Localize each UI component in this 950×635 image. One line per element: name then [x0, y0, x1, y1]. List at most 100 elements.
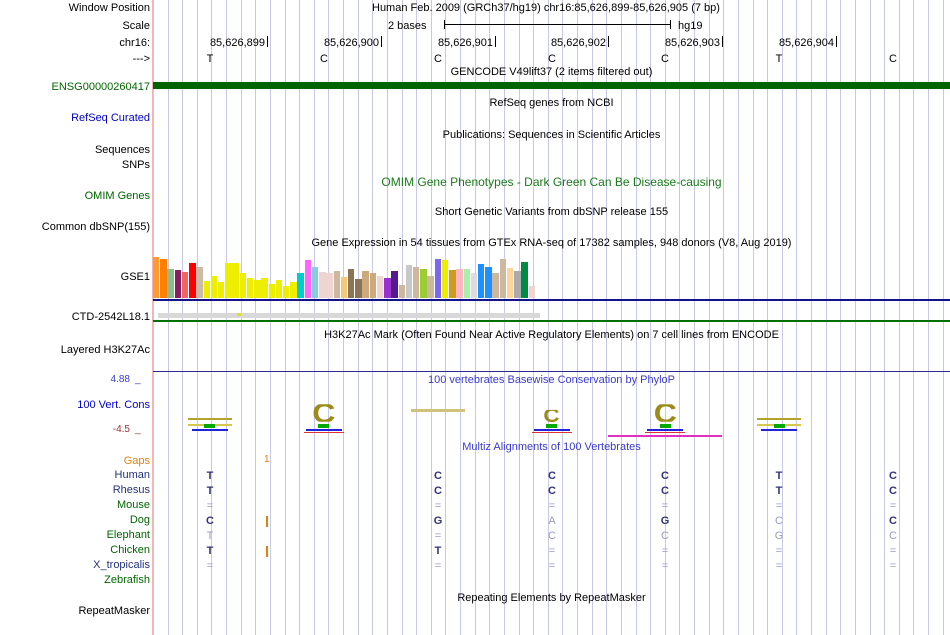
label-column-separator — [152, 0, 153, 635]
gtex-tissue-bar[interactable] — [153, 257, 160, 298]
gtex-tissue-bar[interactable] — [369, 273, 377, 298]
conservation-label[interactable]: 100 Vert. Cons — [77, 399, 150, 411]
gtex-tissue-bar[interactable] — [311, 267, 319, 298]
gtex-tissue-bar[interactable] — [528, 285, 535, 298]
multiz-species-row[interactable]: = = = = = = — [0, 559, 896, 574]
ctd-transcript-bar[interactable] — [153, 320, 950, 322]
gtex-tissue-bar[interactable] — [218, 281, 225, 298]
gtex-tissue-bar[interactable] — [239, 273, 247, 298]
gtex-tissue-bar[interactable] — [340, 276, 348, 298]
gtex-tissue-bar[interactable] — [456, 269, 463, 298]
gtex-tissue-bar[interactable] — [210, 275, 218, 298]
omim-label[interactable]: OMIM Genes — [84, 190, 150, 202]
gtex-tissue-bar[interactable] — [333, 271, 340, 298]
multiz-species-label[interactable]: Chicken — [110, 544, 150, 556]
gtex-tissue-bar[interactable] — [319, 272, 326, 298]
gtex-tissue-bar[interactable] — [246, 277, 254, 298]
sequences-label[interactable]: Sequences — [94, 144, 150, 156]
gtex-tissue-bar[interactable] — [384, 277, 391, 298]
gtex-tissue-bar[interactable] — [174, 270, 182, 298]
gtex-tissue-bar[interactable] — [514, 271, 521, 298]
gtex-tissue-bar[interactable] — [492, 273, 499, 298]
gtex-tissue-bar[interactable] — [521, 262, 528, 298]
conservation-logo-stack — [531, 432, 572, 433]
gtex-label[interactable]: GSE1 — [120, 271, 150, 283]
gtex-tissue-bar[interactable] — [449, 270, 456, 298]
gtex-tissue-bar[interactable] — [196, 267, 203, 298]
multiz-base: = — [548, 500, 556, 512]
gencode-title: GENCODE V49lift37 (2 items filtered out) — [450, 66, 653, 78]
gtex-tissue-bar[interactable] — [160, 259, 167, 298]
grid-line — [548, 0, 549, 635]
conservation-logo-stack — [303, 432, 344, 433]
gtex-tissue-bar[interactable] — [478, 264, 485, 298]
gtex-tissue-bar[interactable] — [268, 283, 275, 298]
dbsnp-label[interactable]: Common dbSNP(155) — [41, 221, 150, 233]
gtex-tissue-bar[interactable] — [297, 273, 304, 298]
gtex-tissue-bar[interactable] — [391, 271, 398, 298]
multiz-species-row[interactable]: = = = = = = — [0, 499, 896, 514]
gencode-label[interactable]: ENSG00000260417 — [51, 81, 150, 93]
ctd-label[interactable]: CTD-2542L18.1 — [71, 311, 150, 323]
gtex-tissue-bar[interactable] — [506, 268, 514, 298]
gtex-expression-barchart[interactable] — [153, 252, 543, 298]
multiz-base: = — [434, 560, 442, 572]
snps-label[interactable]: SNPs — [121, 159, 150, 171]
gaps-label[interactable]: Gaps — [123, 455, 150, 467]
refseq-label[interactable]: RefSeq Curated — [71, 112, 150, 124]
gtex-tissue-bar[interactable] — [427, 275, 434, 298]
gtex-tissue-bar[interactable] — [189, 263, 196, 298]
gtex-tissue-bar[interactable] — [398, 284, 405, 298]
gtex-tissue-bar[interactable] — [348, 269, 355, 298]
gtex-tissue-bar[interactable] — [304, 260, 312, 298]
reference-base: C — [434, 53, 442, 65]
gtex-tissue-bar[interactable] — [203, 280, 210, 298]
conservation-logo-stack — [773, 424, 785, 428]
gencode-gene-bar[interactable] — [153, 82, 950, 89]
conservation-logo-stack — [191, 429, 228, 431]
multiz-species-label[interactable]: Human — [114, 469, 150, 481]
gtex-tissue-bar[interactable] — [405, 265, 413, 298]
multiz-species-label[interactable]: Mouse — [116, 499, 150, 511]
gtex-tissue-bar[interactable] — [254, 279, 261, 298]
gtex-tissue-bar[interactable] — [326, 273, 333, 298]
gtex-tissue-bar[interactable] — [167, 269, 174, 298]
gtex-tissue-bar[interactable] — [225, 263, 232, 298]
gtex-tissue-bar[interactable] — [355, 278, 362, 298]
gtex-tissue-bar[interactable] — [261, 277, 268, 298]
gtex-tissue-bar[interactable] — [275, 279, 283, 298]
multiz-base: G — [433, 515, 443, 527]
gtex-tissue-bar[interactable] — [362, 271, 369, 298]
gtex-tissue-bar[interactable] — [434, 259, 442, 298]
gtex-tissue-bar[interactable] — [283, 285, 290, 298]
gtex-tissue-bar[interactable] — [290, 281, 297, 298]
multiz-base: C — [434, 485, 442, 497]
ruler-position-label: 85,626,900 — [323, 37, 379, 49]
multiz-species-label[interactable]: Elephant — [106, 529, 150, 541]
gtex-tissue-bar[interactable] — [420, 269, 427, 298]
multiz-species-row[interactable]: T = C C G C — [0, 529, 897, 544]
gtex-tissue-bar[interactable] — [470, 273, 478, 298]
multiz-species-label[interactable]: Rhesus — [112, 484, 150, 496]
gtex-tissue-bar[interactable] — [376, 275, 384, 298]
gtex-tissue-bar[interactable] — [413, 267, 420, 298]
publications-title: Publications: Sequences in Scientific Ar… — [442, 129, 661, 141]
multiz-species-label[interactable]: Zebrafish — [104, 574, 150, 586]
ruler-position-label: 85,626,903 — [664, 37, 720, 49]
multiz-species-label[interactable]: Dog — [129, 514, 150, 526]
gtex-tissue-bar[interactable] — [232, 263, 239, 298]
h3k27ac-label[interactable]: Layered H3K27Ac — [60, 344, 150, 356]
gtex-baseline — [153, 299, 950, 301]
gtex-tissue-bar[interactable] — [181, 272, 189, 298]
gtex-tissue-bar[interactable] — [485, 267, 492, 298]
multiz-species-row[interactable]: T T = = = = — [0, 544, 897, 559]
gtex-tissue-bar[interactable] — [463, 269, 470, 298]
multiz-species-label[interactable]: X_tropicalis — [93, 559, 150, 571]
gtex-tissue-bar[interactable] — [441, 260, 449, 298]
repeatmasker-label[interactable]: RepeatMasker — [78, 605, 150, 617]
gtex-tissue-bar[interactable] — [499, 259, 507, 298]
